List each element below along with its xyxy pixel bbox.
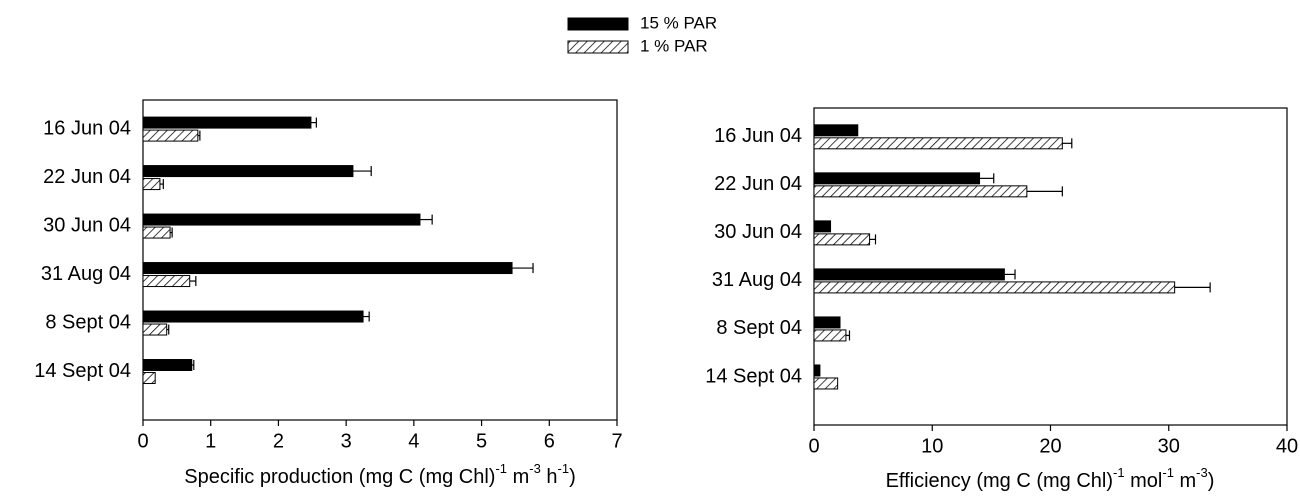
- bar: [142, 129, 199, 142]
- x-tick-label: 30: [1158, 435, 1180, 457]
- bar: [142, 323, 168, 336]
- error-bar: [1062, 138, 1073, 149]
- error-bar: [1026, 186, 1063, 197]
- bar: [142, 116, 312, 129]
- error-bar: [170, 227, 173, 238]
- plot-frame: [142, 99, 618, 421]
- x-tick-label: 7: [611, 430, 622, 452]
- y-tick-label: 8 Sept 04: [45, 311, 131, 333]
- x-tick-label: 5: [476, 430, 487, 452]
- error-bar: [979, 173, 995, 184]
- x-tick-label: 2: [273, 430, 284, 452]
- x-axis-label-part: -1: [558, 461, 570, 476]
- error-bar: [363, 311, 370, 322]
- x-axis-label-part: Specific production (mg C (mg Chl): [184, 466, 495, 488]
- x-axis-label-part: mol: [1125, 470, 1163, 492]
- bar: [142, 372, 156, 385]
- error-bar: [189, 276, 197, 287]
- x-axis-label-part: ): [1208, 470, 1215, 492]
- x-axis-label-part: -3: [529, 461, 541, 476]
- x-axis-label-part: -1: [495, 461, 507, 476]
- bar: [813, 364, 821, 377]
- bar: [813, 281, 1176, 294]
- error-bar: [869, 234, 877, 245]
- x-axis-label: Efficiency (mg C (mg Chl)-1 mol-1 m-3): [886, 465, 1215, 492]
- bar: [813, 220, 832, 233]
- legend-text: 1 % PAR: [640, 36, 708, 55]
- x-axis-label-part: h: [541, 466, 558, 488]
- bar: [142, 262, 513, 275]
- bar: [813, 185, 1028, 198]
- y-tick-label: 14 Sept 04: [34, 360, 131, 382]
- y-tick-label: 14 Sept 04: [705, 365, 802, 387]
- y-tick-label: 8 Sept 04: [716, 317, 802, 339]
- error-bar: [352, 166, 372, 177]
- x-axis-label-part: -3: [1196, 465, 1208, 480]
- bar: [142, 178, 161, 191]
- legend-swatch: [567, 40, 629, 54]
- x-tick-label: 10: [921, 435, 943, 457]
- y-tick-label: 30 Jun 04: [43, 214, 131, 236]
- x-axis-label: Specific production (mg C (mg Chl)-1 m-3…: [184, 461, 575, 488]
- error-bar: [310, 117, 317, 128]
- y-tick-label: 22 Jun 04: [43, 166, 131, 188]
- x-tick-label: 0: [808, 435, 819, 457]
- error-bar: [159, 179, 164, 190]
- error-bar: [512, 263, 534, 274]
- x-axis-label-part: m: [507, 466, 529, 488]
- y-tick-label: 31 Aug 04: [41, 263, 131, 285]
- error-bar: [166, 324, 170, 335]
- y-tick-label: 22 Jun 04: [714, 173, 802, 195]
- error-bar: [845, 330, 851, 341]
- bar: [142, 165, 354, 178]
- error-bar: [1174, 282, 1211, 293]
- x-axis-label-part: ): [569, 466, 576, 488]
- error-bar: [197, 130, 201, 141]
- x-tick-label: 40: [1276, 435, 1298, 457]
- bar: [813, 268, 1005, 281]
- bar: [813, 377, 839, 390]
- y-tick-label: 30 Jun 04: [714, 221, 802, 243]
- x-axis-label-part: m: [1174, 470, 1196, 492]
- y-tick-label: 16 Jun 04: [43, 117, 131, 139]
- y-tick-label: 31 Aug 04: [712, 269, 802, 291]
- bar: [142, 275, 191, 288]
- bar: [813, 316, 841, 329]
- plot-frame: [813, 107, 1288, 426]
- bar: [142, 226, 171, 239]
- error-bar: [1004, 269, 1016, 280]
- x-tick-label: 6: [544, 430, 555, 452]
- x-tick-label: 1: [205, 430, 216, 452]
- error-bar: [191, 360, 195, 371]
- bar: [813, 137, 1063, 150]
- y-tick-label: 16 Jun 04: [714, 125, 802, 147]
- x-tick-label: 0: [137, 430, 148, 452]
- x-tick-label: 3: [341, 430, 352, 452]
- error-bar: [419, 214, 433, 225]
- bar: [813, 172, 981, 185]
- x-axis-label-part: Efficiency (mg C (mg Chl): [886, 470, 1113, 492]
- bar: [813, 329, 847, 342]
- bar: [142, 359, 193, 372]
- legend-text: 15 % PAR: [640, 13, 717, 32]
- x-axis-label-part: -1: [1113, 465, 1125, 480]
- bar: [813, 233, 871, 246]
- x-axis-label-part: -1: [1162, 465, 1174, 480]
- x-tick-label: 20: [1039, 435, 1061, 457]
- x-tick-label: 4: [408, 430, 419, 452]
- bar: [813, 124, 859, 137]
- legend-swatch: [567, 17, 629, 31]
- bar: [142, 310, 364, 323]
- bar: [142, 213, 421, 226]
